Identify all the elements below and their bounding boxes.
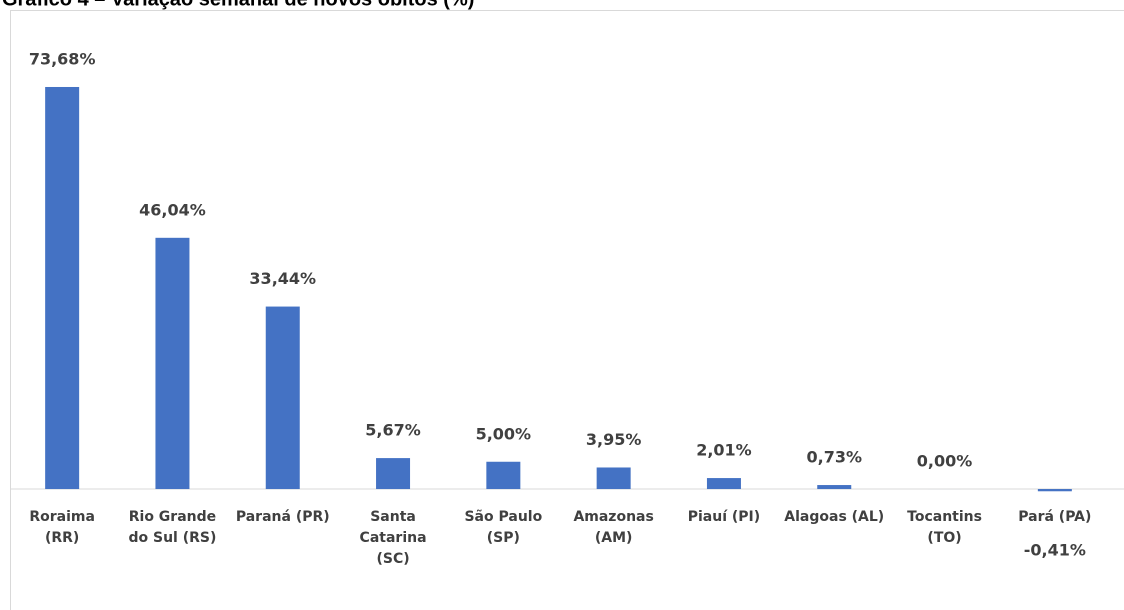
- bar: [376, 458, 411, 490]
- x-tick-label: Paraná (PR): [235, 509, 330, 526]
- x-tick-label: Rio Grande do Sul (RS): [128, 509, 217, 547]
- bar: [817, 485, 852, 490]
- data-label: 46,04%: [139, 200, 206, 219]
- x-tick-label: Roraima (RR): [29, 509, 95, 547]
- x-tick-label: Tocantins (TO): [907, 509, 982, 547]
- bar: [265, 306, 300, 490]
- bar: [486, 461, 521, 490]
- bar: [1037, 489, 1072, 492]
- x-tick-label: Alagoas (AL): [784, 509, 885, 526]
- x-tick-label: Amazonas (AM): [573, 509, 654, 547]
- bar: [45, 86, 80, 490]
- data-label: 2,01%: [696, 441, 752, 460]
- chart-title: Gráfico 4 – Variação semanal de novos ób…: [2, 0, 474, 10]
- data-label: 5,67%: [365, 421, 421, 440]
- x-tick-label: Pará (PA): [1018, 509, 1092, 526]
- bar: [596, 467, 631, 490]
- data-label: 3,95%: [586, 430, 642, 449]
- x-tick-label: São Paulo (SP): [464, 509, 543, 547]
- x-tick-label: Piauí (PI): [687, 509, 761, 526]
- data-label: 0,00%: [917, 452, 973, 471]
- data-label: -0,41%: [1024, 541, 1086, 560]
- data-label: 5,00%: [476, 424, 532, 443]
- chart-border: [10, 10, 1124, 610]
- data-label: 0,73%: [806, 448, 862, 467]
- bar: [706, 478, 741, 490]
- bar: [155, 237, 190, 490]
- x-tick-label: Santa Catarina (SC): [359, 509, 427, 568]
- data-label: 73,68%: [29, 49, 96, 68]
- data-label: 33,44%: [249, 269, 316, 288]
